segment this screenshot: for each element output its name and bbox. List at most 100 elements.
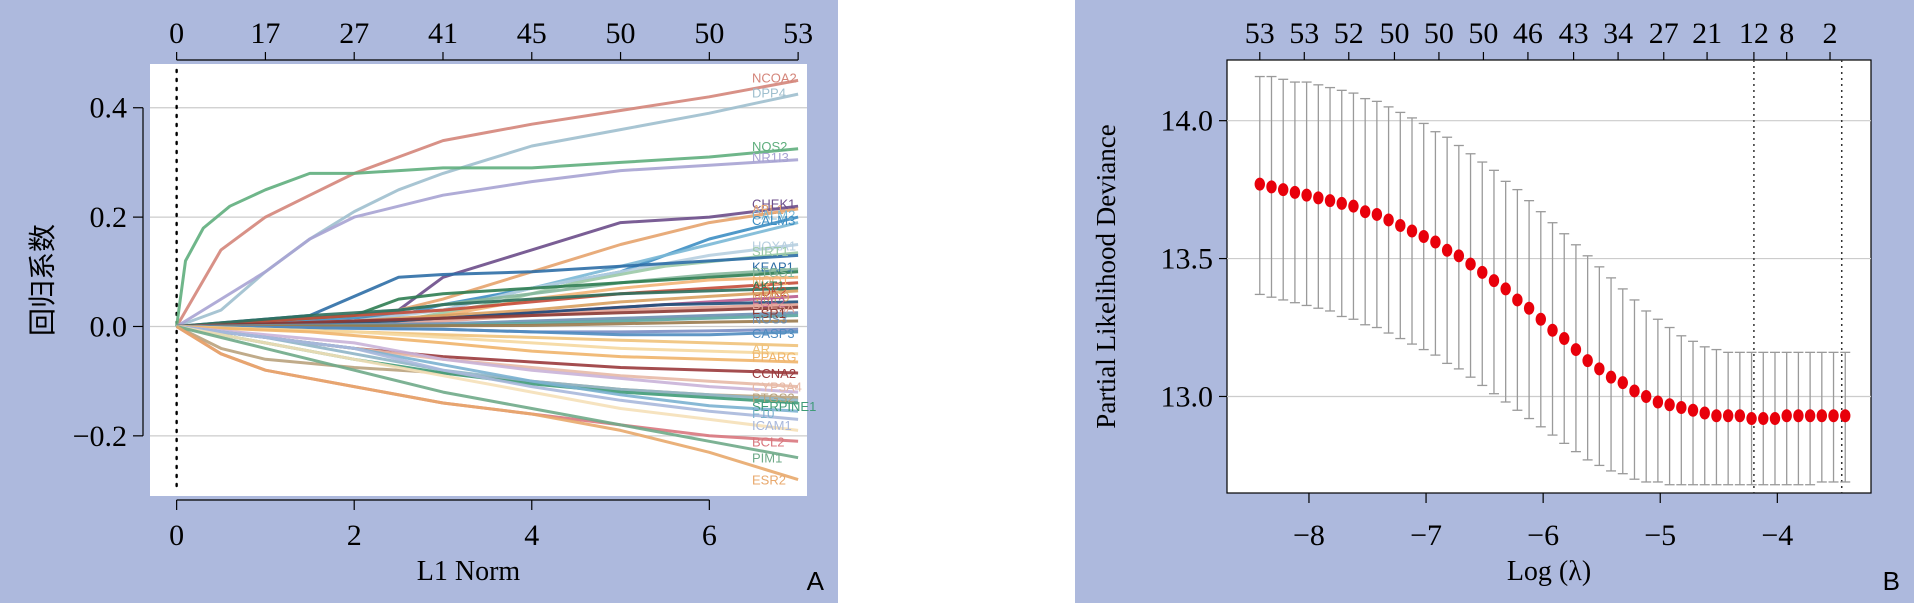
- series-label-f10: F10: [752, 406, 774, 421]
- series-label-calm3: CALM3: [752, 213, 795, 228]
- series-label-casp3: CASP3: [752, 326, 795, 341]
- top-tick-label: 53: [1289, 17, 1319, 50]
- top-tick-label: 17: [250, 17, 280, 50]
- deviance-point: [1746, 412, 1757, 426]
- deviance-point: [1488, 274, 1500, 288]
- deviance-point: [1629, 384, 1640, 398]
- deviance-point: [1348, 199, 1359, 213]
- deviance-point: [1430, 235, 1441, 249]
- series-label-ar: AR: [752, 341, 770, 356]
- series-line-icam1: [176, 325, 799, 421]
- deviance-point: [1395, 218, 1406, 232]
- series-label-esr2: ESR2: [752, 473, 786, 488]
- x-axis-label: Log (λ): [1507, 556, 1591, 587]
- deviance-point: [1371, 207, 1383, 221]
- deviance-point: [1500, 282, 1511, 296]
- deviance-point: [1828, 409, 1839, 423]
- series-label-calm2: CALM2: [752, 207, 795, 222]
- top-tick-label: 43: [1559, 17, 1589, 50]
- x-tick-label: 0: [169, 519, 184, 552]
- series-line-pim1: [176, 325, 799, 460]
- deviance-point: [1594, 362, 1605, 376]
- series-label-esr1: ESR1: [752, 306, 786, 321]
- series-label-ncoa2: NCOA2: [752, 71, 797, 86]
- top-tick-label: 0: [169, 17, 184, 50]
- x-tick-label: 4: [524, 519, 539, 552]
- deviance-point: [1734, 409, 1746, 423]
- y-axis-label: Partial Likelihood Deviance: [1091, 124, 1121, 428]
- series-line-keap1: [176, 253, 799, 328]
- series-label-chek1: CHEK1: [752, 196, 795, 211]
- top-tick-label: 46: [1513, 17, 1543, 50]
- series-label-mmp9: MMP9: [752, 289, 790, 304]
- deviance-point: [1477, 265, 1488, 279]
- deviance-point: [1605, 370, 1617, 384]
- panel-b: −8 −7 −6 −5 −4 14.0 13.5 13.0 53 53 52 50 50 50 46 43 34…: [1075, 0, 1914, 603]
- series-label-pim1: PIM1: [752, 451, 782, 466]
- deviance-point: [1711, 409, 1722, 423]
- x-tick-label: −4: [1761, 519, 1793, 552]
- deviance-point: [1687, 403, 1699, 417]
- series-label-hoxa1: HOXA1: [752, 239, 796, 254]
- deviance-point: [1816, 409, 1828, 423]
- series-label-ccna2: CCNA2: [752, 366, 796, 381]
- deviance-point: [1313, 191, 1324, 205]
- series-line-ache: [176, 325, 799, 394]
- deviance-point: [1570, 343, 1582, 357]
- series-label-nos3: NOS3: [752, 311, 787, 326]
- series-label-icam1: ICAM1: [752, 418, 792, 433]
- deviance-point: [1582, 354, 1593, 368]
- series-line-nos2: [175, 147, 799, 327]
- deviance-point: [1336, 196, 1347, 210]
- deviance-point: [1254, 177, 1265, 191]
- series-line-dpp4: [176, 92, 799, 328]
- series-label-ptgs2: PTGS2: [752, 391, 795, 406]
- series-label-pparg: PPARG: [752, 350, 797, 365]
- top-tick-label: 50: [694, 17, 724, 50]
- deviance-point: [1769, 412, 1781, 426]
- top-tick-label: 2: [1823, 17, 1838, 50]
- deviance-point: [1289, 185, 1301, 199]
- series-label-dpp4: DPP4: [752, 85, 786, 100]
- series-line-gsk3b: [176, 286, 799, 328]
- y-tick-label: 0.2: [90, 201, 128, 234]
- deviance-point: [1512, 293, 1523, 307]
- x-tick-label: 2: [347, 519, 362, 552]
- series-line-ncoa2: [175, 78, 799, 328]
- x-tick-label: −5: [1644, 519, 1676, 552]
- x-tick-label: −8: [1293, 519, 1325, 552]
- series-line-cdk2: [176, 281, 799, 328]
- series-label-cyp3a4: CYP3A4: [752, 380, 802, 395]
- x-tick-label: 6: [702, 519, 717, 552]
- deviance-point: [1266, 180, 1277, 194]
- deviance-point: [1676, 401, 1687, 415]
- deviance-point: [1406, 224, 1418, 238]
- top-tick-label: 50: [1468, 17, 1498, 50]
- deviance-point: [1640, 389, 1652, 403]
- y-axis-label: 回归系数: [27, 224, 59, 336]
- cv-deviance-chart: −8 −7 −6 −5 −4 14.0 13.5 13.0 53 53 52 50 50 50 46 43 34…: [1091, 17, 1872, 587]
- y-tick-label: 13.5: [1161, 243, 1214, 276]
- top-tick-label: 53: [1245, 17, 1275, 50]
- deviance-point: [1383, 213, 1394, 227]
- series-label-sirt1: SIRT1: [752, 244, 789, 259]
- series-line-esr1: [176, 305, 799, 328]
- series-line-esr2: [175, 325, 799, 482]
- deviance-point: [1453, 249, 1465, 263]
- series-label-bcl2: BCL2: [752, 434, 785, 449]
- panel-label-b: B: [1882, 566, 1900, 596]
- top-tick-label: 53: [783, 17, 813, 50]
- y-tick-label: 0.0: [90, 310, 128, 343]
- deviance-point: [1617, 376, 1628, 390]
- deviance-point: [1559, 332, 1570, 346]
- deviance-point: [1758, 412, 1769, 426]
- deviance-point: [1793, 409, 1804, 423]
- deviance-point: [1441, 243, 1453, 257]
- series-line-casp3: [176, 325, 799, 337]
- series-label-pde5a: PDE5A: [752, 300, 795, 315]
- top-tick-label: 34: [1603, 17, 1633, 50]
- top-tick-label: 45: [517, 17, 547, 50]
- deviance-point: [1840, 409, 1851, 423]
- x-axis-label: L1 Norm: [417, 556, 521, 587]
- series-line-pparg: [176, 325, 799, 356]
